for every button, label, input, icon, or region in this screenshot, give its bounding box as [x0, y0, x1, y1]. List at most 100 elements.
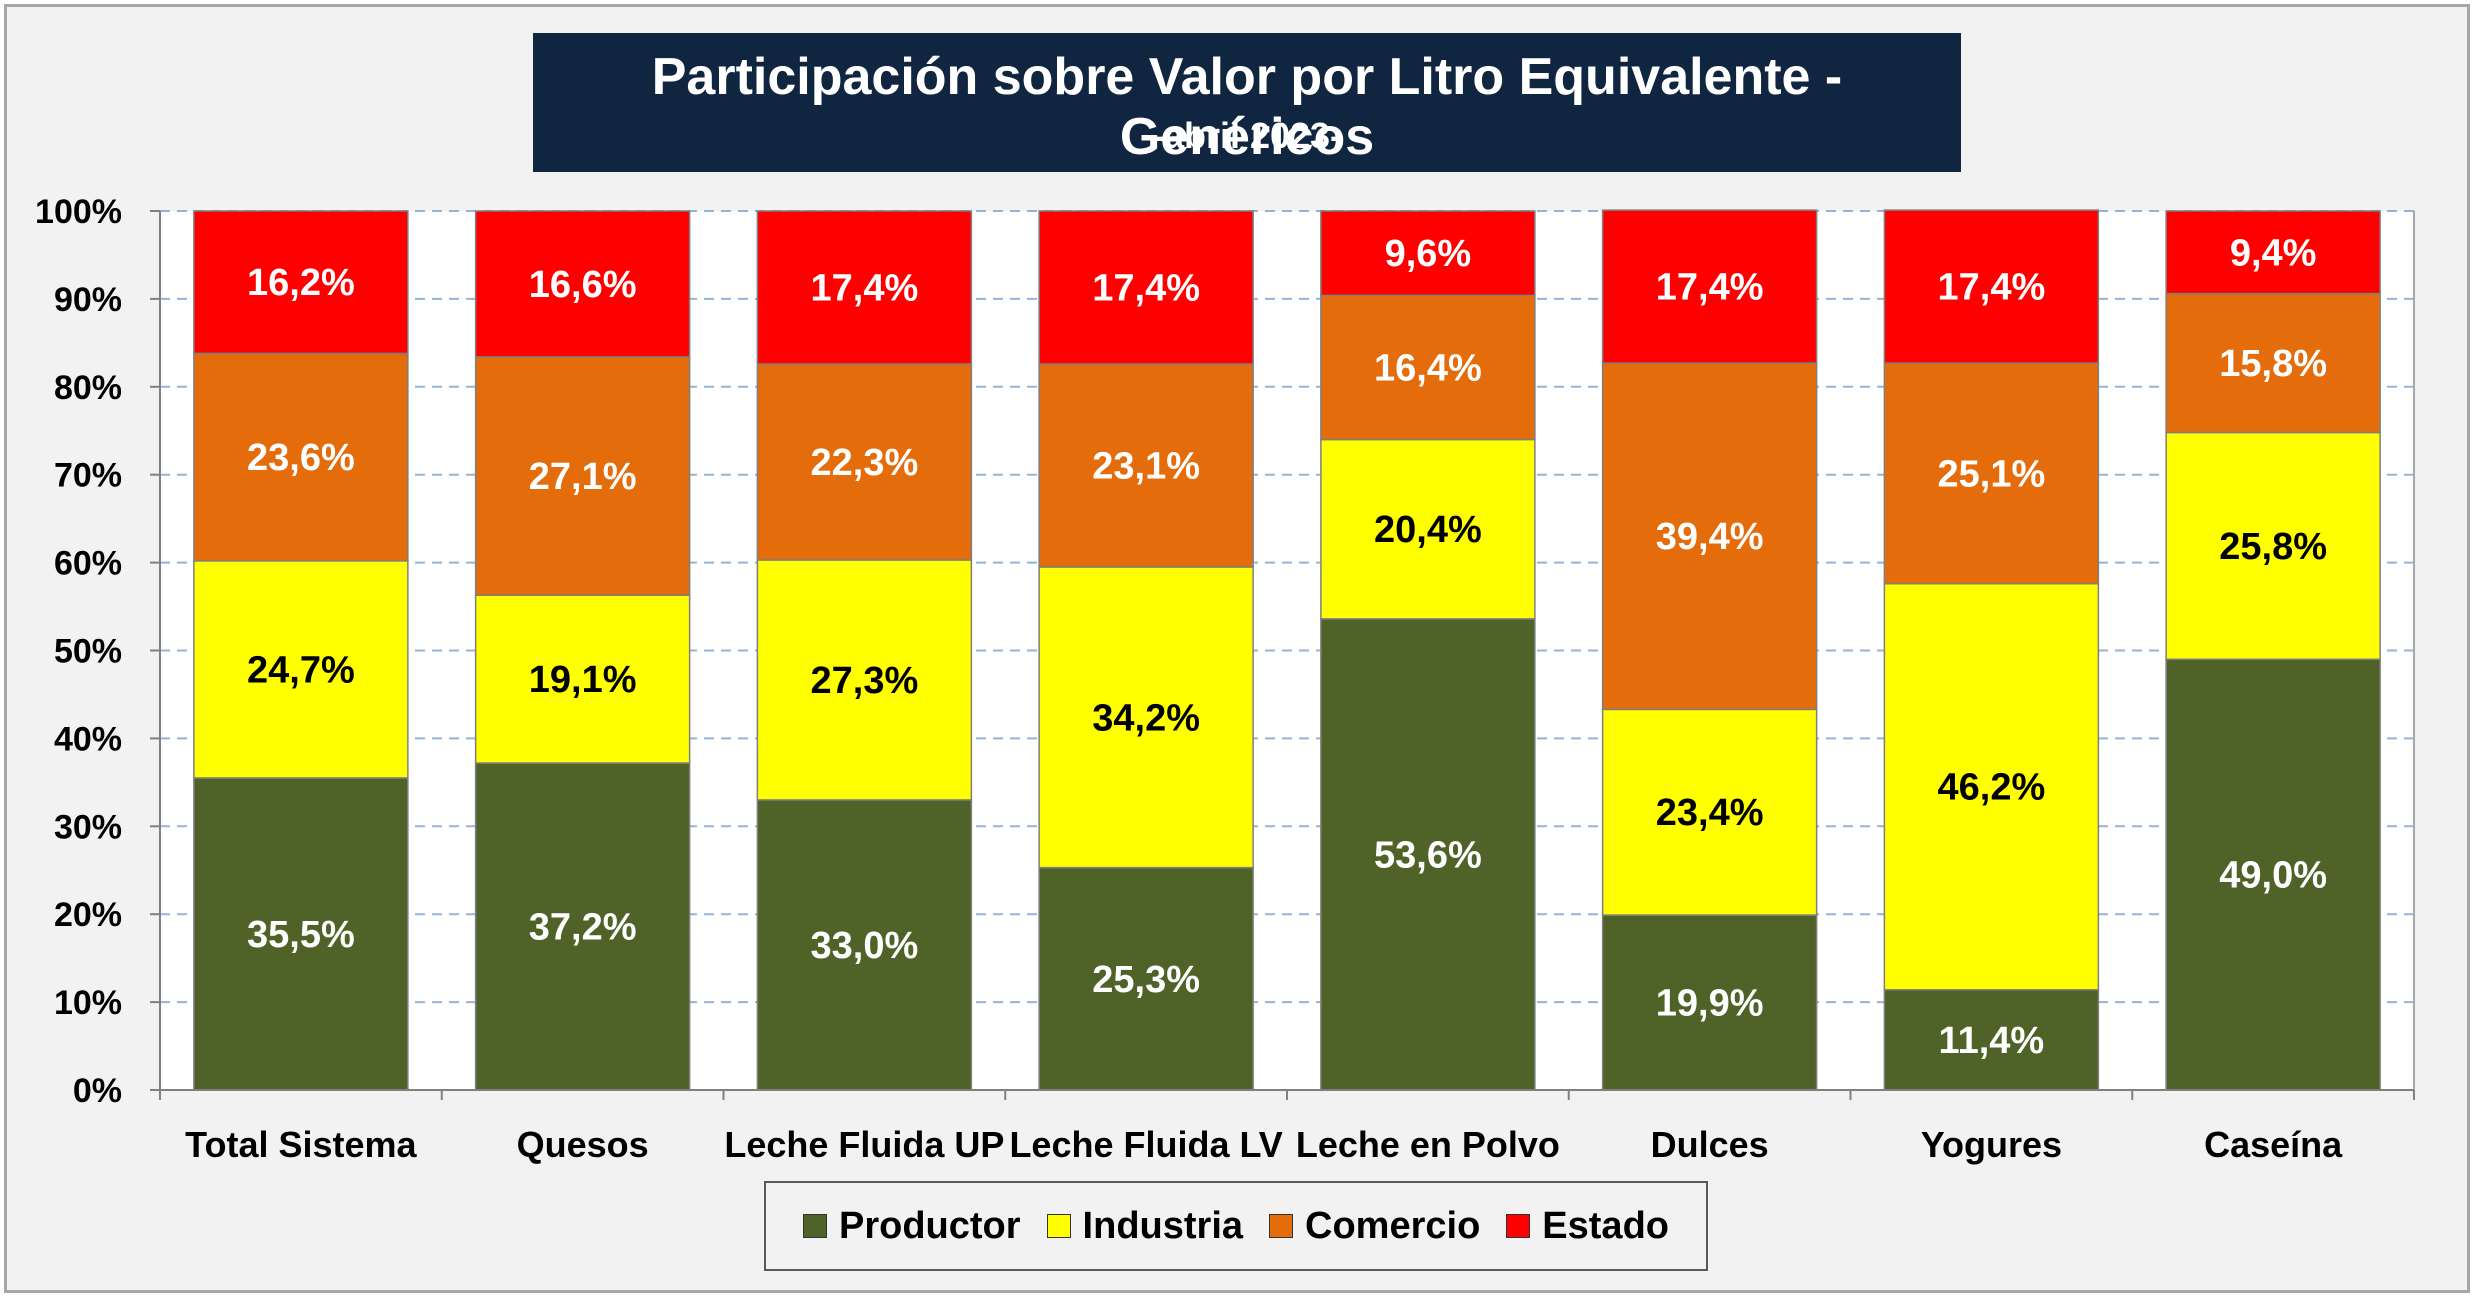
legend-swatch: [802, 1214, 827, 1238]
legend-label: Estado: [1542, 1204, 1669, 1247]
data-label: 34,2%: [1092, 697, 1200, 739]
x-tick-label: Leche Fluida LV: [1009, 1124, 1282, 1165]
bar-segment-productor: [1601, 914, 1818, 1091]
data-label: 20,4%: [1374, 509, 1482, 551]
x-tick-label: Caseína: [2204, 1124, 2343, 1165]
bar-segment-estado: [2165, 210, 2381, 295]
x-tick-label: Total Sistema: [185, 1124, 417, 1165]
legend-item-estado: Estado: [1506, 1205, 1669, 1248]
bar-segment-productor: [1883, 989, 2100, 1091]
bar-segment-productor: [2165, 658, 2381, 1091]
bar-segment-comercio: [1601, 362, 1818, 711]
bar-segment-productor: [193, 777, 409, 1091]
x-tick-label: Leche en Polvo: [1296, 1124, 1560, 1165]
data-label: 35,5%: [247, 914, 355, 956]
y-tick-label: 100%: [35, 193, 122, 231]
data-label: 39,4%: [1656, 516, 1764, 558]
data-label: 49,0%: [2219, 855, 2327, 897]
y-tick-label: 60%: [54, 545, 122, 583]
bar-segment-industria: [2165, 431, 2381, 661]
bar-segment-estado: [193, 210, 409, 355]
data-label: 9,4%: [2230, 232, 2317, 274]
bar-segment-industria: [1883, 582, 2100, 991]
data-label: 46,2%: [1938, 767, 2046, 809]
data-label: 19,9%: [1656, 983, 1764, 1025]
legend-label: Comercio: [1305, 1204, 1481, 1247]
x-tick-label: Dulces: [1651, 1124, 1769, 1165]
legend-label: Industria: [1082, 1204, 1244, 1247]
bar-segment-productor: [1320, 618, 1536, 1091]
data-label: 23,6%: [247, 437, 355, 479]
bar-segment-comercio: [193, 352, 409, 562]
y-tick-label: 70%: [54, 457, 122, 495]
data-label: 25,3%: [1092, 959, 1200, 1001]
legend-swatch: [1269, 1214, 1294, 1238]
data-label: 11,4%: [1939, 1020, 2045, 1062]
legend-label: Productor: [838, 1204, 1021, 1247]
chart-subtitle: -abril 2023-: [1151, 115, 1343, 156]
bar-segment-comercio: [1320, 294, 1536, 441]
bars: [193, 209, 2381, 1091]
x-tick-label: Quesos: [517, 1124, 649, 1165]
data-label: 16,4%: [1374, 347, 1482, 389]
bar-segment-industria: [193, 560, 409, 779]
legend-item-productor: Productor: [802, 1204, 1021, 1248]
data-label: 17,4%: [1092, 267, 1200, 309]
data-label: 27,3%: [811, 660, 919, 702]
labels: 35,5% 24,7% 23,6% 16,2% 37,2% 19,1% 27,1% 16,6%…: [247, 232, 2327, 1062]
bar-segment-estado: [1601, 209, 1818, 364]
bar-segment-industria: [1601, 708, 1818, 916]
legend-item-industria: Industria: [1046, 1204, 1244, 1248]
y-tick-label: 90%: [54, 281, 122, 319]
y-tick-label: 30%: [54, 808, 122, 846]
bar-segment-industria: [1038, 566, 1254, 869]
x-tick-label: Leche Fluida UP: [724, 1124, 1004, 1165]
legend-item-comercio: Comercio: [1269, 1205, 1480, 1248]
bar-segment-industria: [1320, 438, 1536, 620]
data-label: 16,6%: [529, 264, 637, 306]
bar-segment-estado: [1038, 210, 1254, 365]
data-label: 9,6%: [1385, 233, 1472, 275]
title-banner: Participación sobre Valor por Litro Equi…: [533, 33, 1961, 172]
bar-segment-comercio: [474, 356, 691, 596]
data-label: 53,6%: [1374, 834, 1482, 876]
bar-segment-comercio: [1883, 362, 2100, 585]
bar-segment-estado: [474, 210, 691, 358]
bar-segment-productor: [756, 799, 973, 1091]
data-label: 15,8%: [2219, 343, 2327, 385]
data-label: 25,1%: [1938, 453, 2046, 495]
data-label: 33,0%: [811, 925, 919, 967]
y-tick-label: 20%: [54, 896, 122, 934]
y-tick-label: 0%: [73, 1072, 122, 1110]
data-label: 17,4%: [1938, 267, 2046, 309]
data-label: 17,4%: [811, 267, 919, 309]
y-tick-label: 50%: [54, 633, 122, 671]
data-label: 25,8%: [2219, 526, 2327, 568]
bar-segment-estado: [1883, 209, 2100, 364]
legend: Productor Industria Comercio Estado: [764, 1181, 1708, 1271]
legend-swatch: [1046, 1214, 1071, 1238]
bar-segment-estado: [756, 210, 973, 365]
chart-title: Participación sobre Valor por Litro Equi…: [651, 48, 1843, 166]
bar-segment-comercio: [756, 363, 973, 561]
bar-segment-comercio: [1038, 363, 1254, 568]
data-label: 23,4%: [1656, 792, 1764, 834]
bar-segment-industria: [756, 559, 973, 801]
x-tick-label: Yogures: [1921, 1124, 2062, 1165]
axes: 0% 10% 20% 30% 40% 50% 60% 70% 80% 90% 100% Total S…: [35, 193, 2415, 1165]
bar-segment-productor: [1038, 866, 1254, 1091]
data-label: 19,1%: [529, 659, 637, 701]
legend-swatch: [1506, 1214, 1531, 1238]
bar-segment-estado: [1320, 210, 1536, 297]
data-label: 24,7%: [247, 649, 355, 691]
bar-segment-industria: [474, 594, 691, 764]
y-tick-label: 40%: [54, 720, 122, 758]
y-tick-label: 80%: [54, 369, 122, 407]
data-label: 17,4%: [1656, 267, 1764, 309]
data-label: 27,1%: [529, 456, 637, 498]
data-label: 16,2%: [247, 262, 355, 304]
data-label: 22,3%: [811, 442, 919, 484]
y-tick-label: 10%: [54, 984, 122, 1022]
data-label: 23,1%: [1092, 445, 1200, 487]
